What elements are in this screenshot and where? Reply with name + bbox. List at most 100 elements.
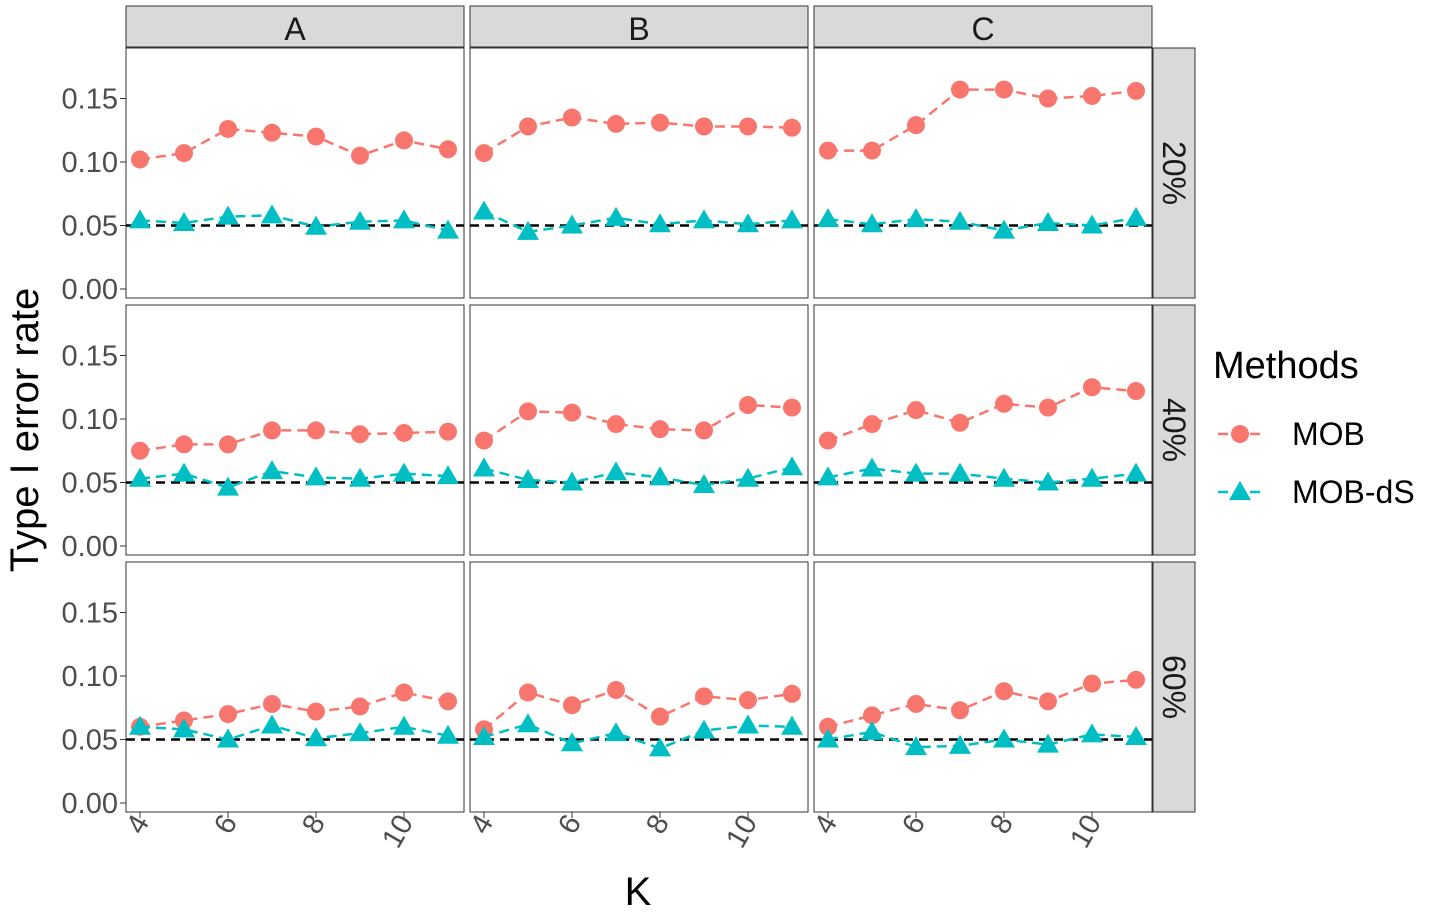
- facet-strip-row: [1152, 561, 1196, 813]
- point-MOB: [1127, 81, 1145, 100]
- point-MOB: [819, 141, 837, 160]
- panel-A-20%: [125, 47, 465, 299]
- y-tick-label: 0.05: [62, 468, 118, 500]
- point-MOB-dS: [605, 722, 627, 742]
- panel-border: [469, 47, 809, 299]
- panel-B-20%: [469, 47, 809, 299]
- x-tick-label: 6: [552, 810, 588, 840]
- point-MOB: [907, 694, 925, 713]
- point-MOB: [695, 421, 713, 440]
- point-MOB-dS: [217, 476, 239, 496]
- point-MOB: [863, 706, 881, 725]
- point-MOB-dS: [781, 209, 803, 229]
- point-MOB: [1127, 670, 1145, 689]
- point-MOB-dS: [561, 732, 583, 752]
- point-MOB: [651, 707, 669, 726]
- panel-border: [125, 47, 465, 299]
- point-MOB-dS: [649, 213, 671, 233]
- point-MOB: [263, 694, 281, 713]
- point-MOB: [351, 425, 369, 444]
- point-MOB-dS: [905, 208, 927, 228]
- facet-strip-C: [813, 5, 1153, 48]
- point-MOB-dS: [905, 736, 927, 756]
- y-tick-label: 0.05: [62, 725, 118, 757]
- x-tick-label: 10: [720, 810, 764, 854]
- point-MOB-dS: [393, 715, 415, 735]
- x-tick-label: 8: [296, 810, 332, 840]
- panel-C-40%: [813, 304, 1153, 556]
- point-MOB-dS: [393, 462, 415, 482]
- x-tick-label: 10: [1064, 810, 1108, 854]
- point-MOB: [951, 413, 969, 432]
- point-MOB: [395, 131, 413, 150]
- point-MOB: [651, 420, 669, 439]
- point-MOB: [783, 118, 801, 137]
- facet-strip-A: [125, 5, 465, 48]
- point-MOB-dS: [129, 715, 151, 735]
- point-MOB-dS: [993, 728, 1015, 748]
- point-MOB-dS: [517, 468, 539, 488]
- point-MOB-dS: [949, 210, 971, 230]
- point-MOB-dS: [349, 210, 371, 230]
- point-MOB: [1039, 89, 1057, 108]
- point-MOB: [995, 80, 1013, 99]
- point-MOB: [951, 701, 969, 720]
- point-MOB-dS: [905, 462, 927, 482]
- point-MOB: [563, 696, 581, 715]
- series-line-MOB-dS: [827, 467, 1137, 484]
- point-MOB: [1083, 674, 1101, 693]
- panel-border: [813, 47, 1153, 299]
- x-axis-title: K: [625, 870, 652, 914]
- point-MOB: [739, 396, 757, 415]
- panel-C-60%: [813, 561, 1153, 813]
- point-MOB-dS: [949, 462, 971, 482]
- point-MOB: [131, 441, 149, 460]
- point-MOB-dS: [561, 471, 583, 491]
- point-MOB: [739, 117, 757, 136]
- y-tick-label: 0.00: [62, 531, 118, 563]
- panel-A-60%: [125, 561, 465, 813]
- x-tick-label: 8: [984, 810, 1020, 840]
- point-MOB: [995, 394, 1013, 413]
- point-MOB-dS: [781, 715, 803, 735]
- facet-strip-B: [469, 5, 809, 48]
- point-MOB-dS: [1037, 471, 1059, 491]
- point-MOB-dS: [781, 456, 803, 476]
- point-MOB-dS: [649, 466, 671, 486]
- point-MOB-dS: [1081, 214, 1103, 234]
- point-MOB: [175, 435, 193, 454]
- x-tick-label: 4: [120, 810, 156, 840]
- x-tick-label: 4: [464, 810, 500, 840]
- point-MOB-dS: [1081, 467, 1103, 487]
- panel-border: [813, 561, 1153, 813]
- point-MOB: [519, 683, 537, 702]
- point-MOB: [819, 431, 837, 450]
- facet-strip-row: [1152, 304, 1196, 556]
- panel-B-60%: [469, 561, 809, 813]
- series-line-MOB-dS: [483, 210, 793, 234]
- point-MOB-dS: [437, 465, 459, 485]
- y-tick-label: 0.15: [62, 84, 118, 116]
- panel-B-40%: [469, 304, 809, 556]
- series-line-MOB-dS: [139, 214, 449, 232]
- point-MOB-dS: [737, 714, 759, 734]
- x-tick-label: 8: [640, 810, 676, 840]
- point-MOB-dS: [473, 200, 495, 220]
- facet-strip-row: [1152, 47, 1196, 299]
- point-MOB-dS: [393, 209, 415, 229]
- point-MOB-dS: [1125, 206, 1147, 226]
- point-MOB-dS: [1081, 723, 1103, 743]
- point-MOB: [1231, 425, 1249, 443]
- y-axis-title: Type I error rate: [3, 288, 47, 573]
- facet-label-row: 40%: [1156, 398, 1192, 462]
- point-MOB: [439, 140, 457, 159]
- x-tick-label: 6: [208, 810, 244, 840]
- y-tick-label: 0.10: [62, 404, 118, 436]
- point-MOB: [907, 116, 925, 135]
- point-MOB-dS: [861, 457, 883, 477]
- point-MOB-dS: [173, 718, 195, 738]
- point-MOB-dS: [605, 461, 627, 481]
- point-MOB-dS: [517, 220, 539, 240]
- panel-A-40%: [125, 304, 465, 556]
